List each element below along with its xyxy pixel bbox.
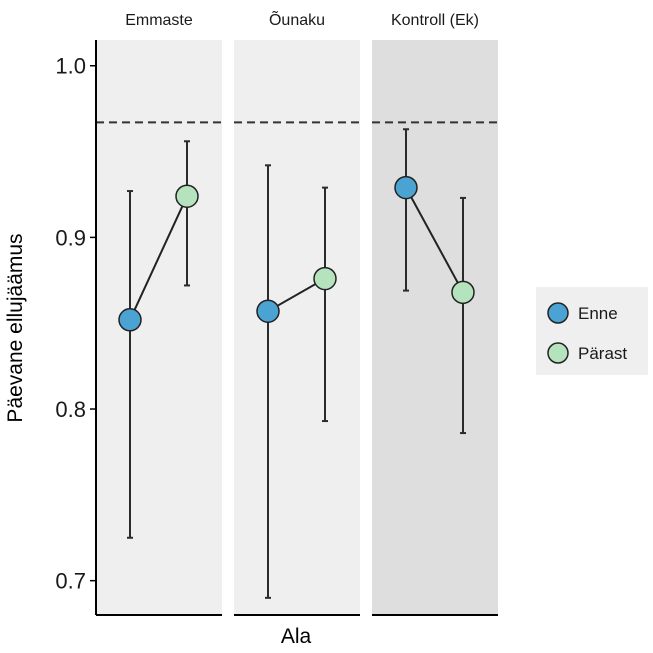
facet-label: Emmaste bbox=[125, 12, 193, 29]
point-pärast bbox=[451, 280, 475, 305]
facet-1: Emmaste bbox=[96, 12, 222, 616]
y-axis: 0.7 0.8 0.9 1.0 bbox=[55, 40, 97, 615]
panel-background bbox=[96, 40, 222, 615]
panel-background bbox=[372, 40, 498, 615]
x-axis-title: Ala bbox=[281, 625, 312, 648]
facet-3: Kontroll (Ek) bbox=[372, 12, 498, 616]
facet-panels: Emmaste Õunaku Kontroll (Ek) bbox=[96, 9, 498, 616]
point-enne bbox=[118, 308, 142, 332]
connector-line bbox=[405, 187, 464, 293]
point-enne bbox=[256, 299, 280, 323]
point-pärast bbox=[313, 266, 337, 291]
connector-line bbox=[129, 195, 188, 321]
facet-label: Kontroll (Ek) bbox=[391, 12, 479, 29]
facet-2: Õunaku bbox=[234, 9, 360, 616]
y-axis-title: Päevane ellujäämus bbox=[4, 233, 27, 422]
panel-background bbox=[234, 40, 360, 615]
point-enne bbox=[394, 175, 418, 200]
y-tick-label: 0.7 bbox=[55, 569, 86, 594]
point-pärast bbox=[175, 184, 199, 208]
y-tick-label: 1.0 bbox=[55, 54, 86, 79]
facet-label: Õunaku bbox=[269, 9, 325, 29]
legend: Enne Pärast bbox=[536, 287, 648, 375]
legend-label-pärast: Pärast bbox=[578, 344, 627, 363]
y-tick-label: 0.8 bbox=[55, 397, 86, 422]
legend-key-enne bbox=[547, 302, 569, 324]
y-tick-label: 0.9 bbox=[55, 225, 86, 250]
legend-key-pärast bbox=[547, 342, 569, 364]
legend-label-enne: Enne bbox=[578, 304, 618, 323]
